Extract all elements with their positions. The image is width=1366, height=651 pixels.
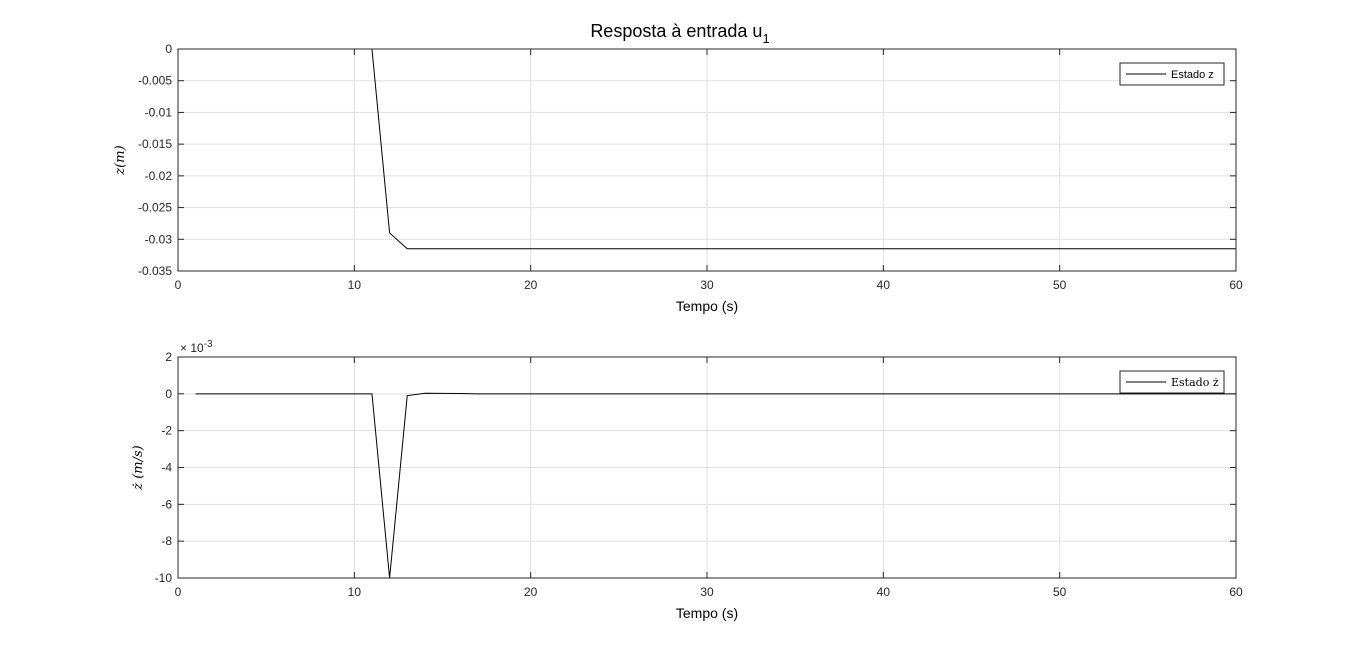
y-tick-label: -0.015 — [138, 137, 172, 151]
legend-box — [1119, 370, 1225, 394]
x-tick-label: 50 — [1053, 278, 1067, 292]
x-tick-label: 40 — [877, 585, 891, 599]
x-tick-label: 0 — [175, 278, 182, 292]
axes-z-position: 0 10 20 30 40 50 60 0 -0.005 -0.01 -0.015 -0.02 -0.0… — [113, 42, 1243, 314]
y-tick-label: -0.03 — [145, 232, 173, 246]
x-tick-label: 30 — [700, 278, 714, 292]
y-tick-label: 0 — [165, 42, 172, 56]
y-tick-label: -10 — [155, 571, 173, 585]
series-line-0 — [195, 392, 1236, 579]
figure-title: Resposta à entrada u1 — [590, 21, 769, 46]
legend: Estado ż — [1119, 370, 1225, 394]
x-tick-label: 10 — [348, 585, 362, 599]
x-tick-label: 40 — [877, 278, 891, 292]
y-tick-label: 0 — [165, 387, 172, 401]
x-axis-label: Tempo (s) — [676, 298, 738, 314]
y-tick-label: -0.02 — [145, 169, 173, 183]
legend-entry-label: Estado ż — [1171, 376, 1219, 389]
y-tick-label: -8 — [161, 534, 172, 548]
y-axis-label: z(m) — [113, 145, 128, 175]
x-tick-label: 0 — [175, 585, 182, 599]
y-exponent-label: × 10-3 — [180, 339, 213, 355]
y-tick-label: -0.035 — [138, 264, 172, 278]
y-tick-label: 2 — [165, 350, 172, 364]
y-tick-label: -6 — [161, 497, 172, 511]
legend: Estado z — [1119, 62, 1225, 86]
y-axis-label: ż (m/s) — [131, 445, 146, 491]
y-tick-label: -4 — [161, 461, 172, 475]
series-line-0 — [371, 48, 1236, 250]
legend-entry-label: Estado z — [1171, 69, 1214, 81]
x-tick-label: 10 — [348, 278, 362, 292]
x-axis-label: Tempo (s) — [676, 605, 738, 621]
y-tick-label: -0.025 — [138, 201, 172, 215]
x-tick-label: 60 — [1229, 585, 1243, 599]
figure-title-main: Resposta à entrada u — [590, 21, 762, 41]
x-tick-label: 60 — [1229, 278, 1243, 292]
figure-title-subscript: 1 — [762, 31, 769, 46]
x-tick-label: 30 — [700, 585, 714, 599]
x-tick-label: 20 — [524, 585, 538, 599]
legend-box — [1119, 62, 1225, 86]
x-tick-label: 50 — [1053, 585, 1067, 599]
y-tick-label: -2 — [161, 424, 172, 438]
x-tick-label: 20 — [524, 278, 538, 292]
y-tick-label: -0.005 — [138, 74, 172, 88]
y-tick-label: -0.01 — [145, 105, 173, 119]
